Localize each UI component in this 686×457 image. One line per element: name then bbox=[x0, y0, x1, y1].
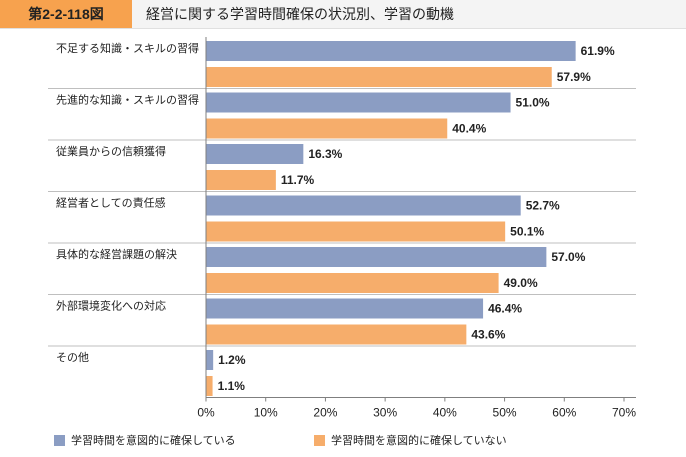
bar bbox=[206, 247, 547, 267]
x-tick-label: 10% bbox=[254, 406, 278, 420]
bar bbox=[206, 144, 304, 164]
bar bbox=[206, 376, 213, 396]
category-label: 経営者としての責任感 bbox=[56, 196, 166, 210]
bar bbox=[206, 195, 521, 216]
bar bbox=[206, 221, 506, 242]
bar bbox=[206, 350, 214, 370]
legend-item-series-a: 学習時間を意図的に確保している bbox=[54, 432, 236, 448]
legend-swatch-series-a bbox=[54, 434, 65, 446]
x-tick-label: 0% bbox=[197, 406, 215, 420]
legend: 学習時間を意図的に確保している 学習時間を意図的に確保していない bbox=[0, 432, 686, 452]
data-label: 51.0% bbox=[516, 96, 550, 110]
data-label: 16.3% bbox=[308, 147, 342, 161]
bar bbox=[206, 298, 484, 319]
category-label: その他 bbox=[56, 351, 89, 364]
bar bbox=[206, 273, 499, 293]
category-label: 先進的な知識・スキルの習得 bbox=[56, 93, 199, 107]
bar bbox=[206, 67, 552, 87]
category-label: 従業員からの信頼獲得 bbox=[56, 145, 166, 158]
data-label: 46.4% bbox=[488, 302, 522, 316]
bar-chart: 不足する知識・スキルの習得 61.9% 57.9% 先進的な知識・スキルの習得 51.0… bbox=[48, 37, 636, 420]
x-tick-label: 60% bbox=[552, 406, 576, 420]
bar bbox=[206, 92, 511, 113]
x-tick-label: 70% bbox=[612, 406, 636, 420]
data-label: 1.1% bbox=[218, 379, 246, 393]
data-label: 61.9% bbox=[581, 44, 615, 58]
legend-swatch-series-b bbox=[314, 434, 325, 446]
x-tick-label: 40% bbox=[433, 406, 457, 420]
figure-title: 経営に関する学習時間確保の状況別、学習の動機 bbox=[146, 6, 454, 22]
data-label: 11.7% bbox=[281, 173, 315, 187]
x-tick-label: 50% bbox=[493, 406, 517, 420]
bar bbox=[206, 41, 576, 61]
category-label: 具体的な経営課題の解決 bbox=[56, 247, 177, 261]
bar bbox=[206, 170, 276, 190]
data-label: 43.6% bbox=[471, 328, 505, 342]
bar bbox=[206, 324, 467, 345]
data-label: 50.1% bbox=[510, 225, 544, 239]
data-label: 40.4% bbox=[452, 122, 486, 136]
data-label: 57.0% bbox=[551, 250, 585, 264]
data-label: 52.7% bbox=[526, 199, 560, 213]
figure-number: 第2-2-118図 bbox=[0, 0, 132, 28]
bar bbox=[206, 118, 448, 139]
legend-label-series-b: 学習時間を意図的に確保していない bbox=[331, 435, 507, 447]
data-label: 49.0% bbox=[504, 276, 538, 290]
legend-item-series-b: 学習時間を意図的に確保していない bbox=[314, 432, 507, 448]
category-label: 不足する知識・スキルの習得 bbox=[56, 41, 199, 55]
x-tick-label: 30% bbox=[373, 406, 397, 420]
category-label: 外部環境変化への対応 bbox=[56, 299, 166, 313]
data-label: 57.9% bbox=[557, 70, 591, 84]
legend-label-series-a: 学習時間を意図的に確保している bbox=[71, 435, 236, 447]
x-tick-label: 20% bbox=[313, 406, 337, 420]
figure-header: 第2-2-118図 経営に関する学習時間確保の状況別、学習の動機 bbox=[0, 0, 686, 29]
data-label: 1.2% bbox=[218, 353, 246, 367]
